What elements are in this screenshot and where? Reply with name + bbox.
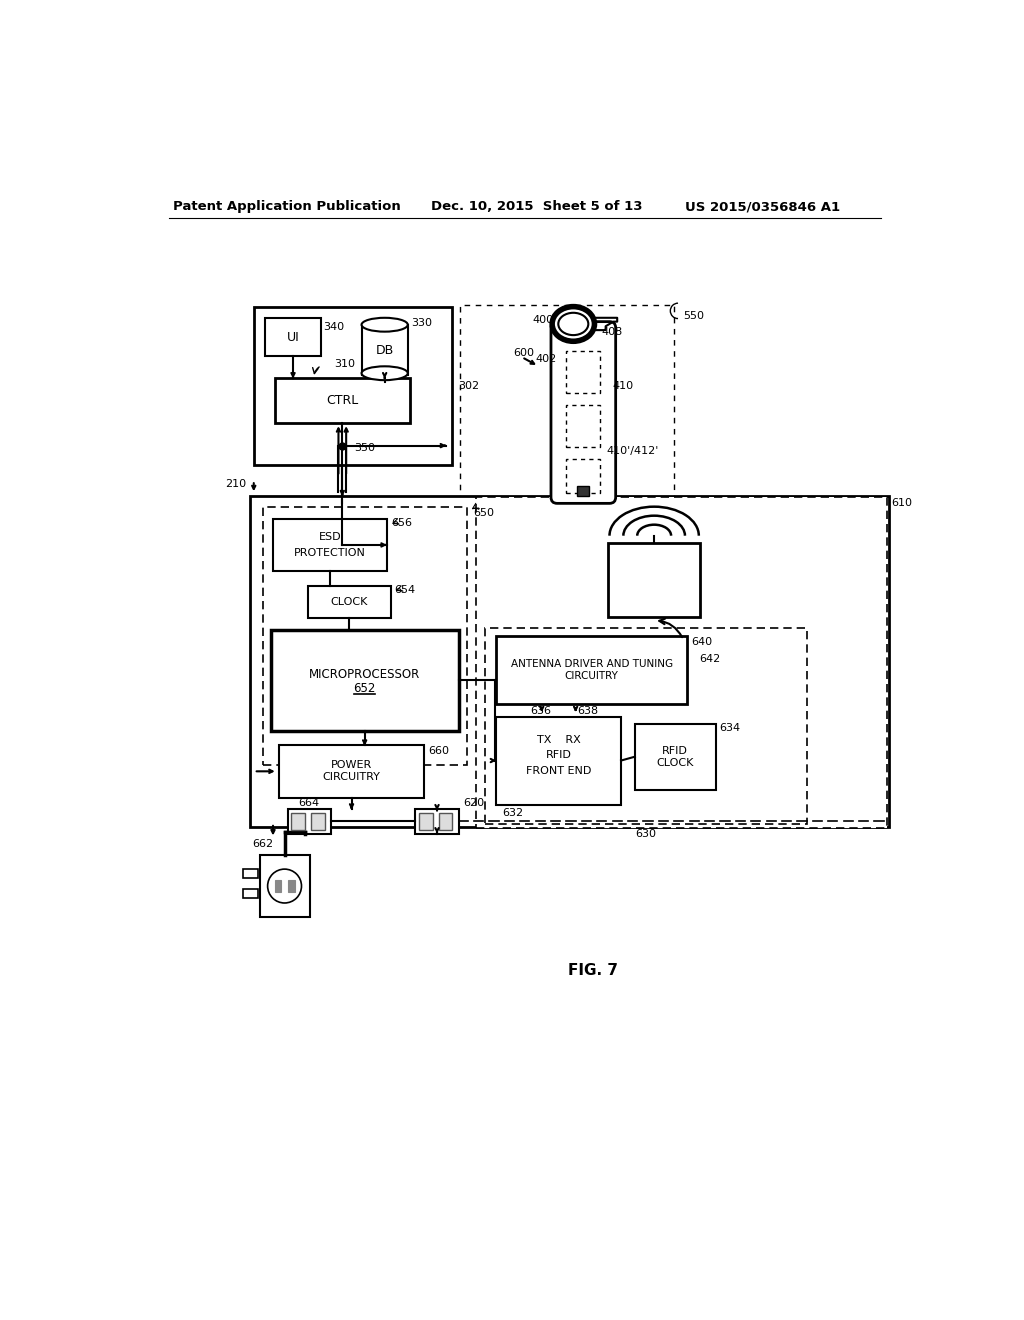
Text: CIRCUITRY: CIRCUITRY xyxy=(565,671,618,681)
Text: CLOCK: CLOCK xyxy=(331,597,368,607)
Text: RFID: RFID xyxy=(662,746,688,755)
Text: Patent Application Publication: Patent Application Publication xyxy=(173,201,400,214)
Bar xyxy=(484,628,807,825)
Text: 410'/412': 410'/412' xyxy=(606,446,658,455)
Text: PROTECTION: PROTECTION xyxy=(294,548,366,557)
Bar xyxy=(361,325,408,375)
Bar xyxy=(497,636,687,704)
Ellipse shape xyxy=(361,367,408,380)
Text: 310: 310 xyxy=(335,359,355,370)
Bar xyxy=(292,813,305,830)
Text: 640: 640 xyxy=(691,638,713,647)
Text: 662: 662 xyxy=(252,838,273,849)
Text: 302: 302 xyxy=(459,380,479,391)
Bar xyxy=(438,813,453,830)
Text: 660: 660 xyxy=(429,746,450,756)
Bar xyxy=(460,305,674,520)
Text: 402: 402 xyxy=(536,354,556,363)
Text: MICROPROCESSOR: MICROPROCESSOR xyxy=(309,668,420,681)
Bar xyxy=(289,880,295,892)
Text: 210: 210 xyxy=(225,479,246,490)
Text: 652: 652 xyxy=(353,681,376,694)
Text: Dec. 10, 2015  Sheet 5 of 13: Dec. 10, 2015 Sheet 5 of 13 xyxy=(431,201,642,214)
Bar xyxy=(280,744,424,797)
Bar xyxy=(243,869,258,878)
Text: 638: 638 xyxy=(578,706,598,717)
Bar xyxy=(260,855,310,917)
Text: TX    RX: TX RX xyxy=(537,735,581,744)
Text: 632: 632 xyxy=(503,808,523,818)
Ellipse shape xyxy=(558,313,589,335)
Bar xyxy=(566,405,600,447)
Bar xyxy=(310,813,325,830)
Bar xyxy=(274,880,281,892)
Text: ANTENNA DRIVER AND TUNING: ANTENNA DRIVER AND TUNING xyxy=(511,659,673,668)
Bar xyxy=(307,586,391,618)
Bar xyxy=(419,813,433,830)
Text: 636: 636 xyxy=(530,706,551,717)
Bar xyxy=(263,507,467,766)
Bar xyxy=(497,717,621,805)
Text: 600: 600 xyxy=(513,348,534,358)
Text: 634: 634 xyxy=(720,723,740,733)
Ellipse shape xyxy=(552,306,595,342)
Text: RFID: RFID xyxy=(546,750,571,760)
Bar xyxy=(250,496,889,826)
Text: CIRCUITRY: CIRCUITRY xyxy=(323,772,381,783)
Text: ESD: ESD xyxy=(318,532,341,543)
Bar xyxy=(254,308,453,465)
Bar xyxy=(270,631,460,730)
Circle shape xyxy=(267,869,301,903)
Text: 550: 550 xyxy=(683,312,705,321)
Text: 330: 330 xyxy=(411,318,432,327)
Bar xyxy=(608,544,700,616)
Bar xyxy=(578,486,590,496)
Text: FIG. 7: FIG. 7 xyxy=(567,964,617,978)
Text: 410: 410 xyxy=(612,380,634,391)
Bar xyxy=(475,498,888,829)
Text: 654: 654 xyxy=(394,585,416,594)
Text: 620: 620 xyxy=(463,797,484,808)
Bar xyxy=(566,351,600,393)
Text: CTRL: CTRL xyxy=(327,393,358,407)
Bar xyxy=(566,459,600,494)
Text: 408: 408 xyxy=(602,326,623,337)
Bar xyxy=(635,725,716,789)
Text: 664: 664 xyxy=(299,797,319,808)
Text: DB: DB xyxy=(376,343,394,356)
Ellipse shape xyxy=(361,318,408,331)
Text: UI: UI xyxy=(287,330,299,343)
Text: 630: 630 xyxy=(635,829,656,838)
Bar xyxy=(243,890,258,899)
Text: 350: 350 xyxy=(354,444,375,453)
FancyBboxPatch shape xyxy=(551,322,615,503)
Text: FRONT END: FRONT END xyxy=(526,766,592,776)
Text: 340: 340 xyxy=(323,322,344,331)
Bar xyxy=(265,318,321,356)
Text: CLOCK: CLOCK xyxy=(656,758,693,768)
Text: 650: 650 xyxy=(473,508,495,519)
Text: 400: 400 xyxy=(532,315,554,325)
Bar xyxy=(273,519,387,572)
Text: 656: 656 xyxy=(391,517,412,528)
Text: POWER: POWER xyxy=(331,760,372,770)
Bar xyxy=(288,809,331,834)
Text: 610: 610 xyxy=(891,499,912,508)
Bar xyxy=(275,378,410,422)
Bar xyxy=(416,809,459,834)
Text: US 2015/0356846 A1: US 2015/0356846 A1 xyxy=(685,201,840,214)
Text: 642: 642 xyxy=(698,653,720,664)
